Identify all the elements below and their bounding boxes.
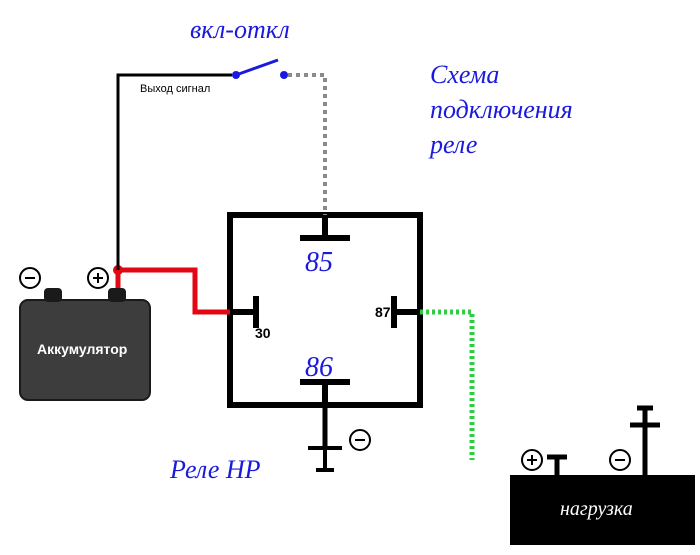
ground-86-icon — [308, 448, 342, 470]
battery-label: Аккумулятор — [37, 341, 127, 357]
pin-86-label: 86 — [305, 352, 333, 384]
wire-green-dashed — [420, 312, 472, 460]
load-plus-icon — [522, 450, 542, 470]
title-line1: Схема — [430, 60, 499, 90]
relay-name-label: Реле HP — [170, 455, 261, 485]
pin-30-terminal — [230, 296, 256, 328]
signal-out-label: Выход сигнал — [140, 83, 210, 95]
load-label: нагрузка — [560, 498, 633, 521]
load-minus-icon — [610, 450, 630, 470]
title-line2: подключения — [430, 95, 573, 125]
minus-86-icon — [350, 430, 370, 450]
pin-30-label: 30 — [255, 325, 271, 341]
switch-icon — [232, 60, 288, 79]
pin-86-terminal — [300, 382, 350, 405]
wire-signal-out — [118, 75, 232, 270]
switch-label: вкл-откл — [190, 15, 290, 45]
battery-minus-icon — [20, 268, 40, 288]
wire-gray-dashed — [288, 75, 325, 215]
load-plus-terminal — [547, 457, 567, 475]
load-minus-ground — [630, 408, 660, 475]
title-line3: реле — [430, 130, 477, 160]
pin-87-terminal — [394, 296, 420, 328]
pin-85-label: 85 — [305, 247, 333, 279]
pin-85-terminal — [300, 215, 350, 238]
pin-87-label: 87 — [375, 304, 391, 320]
battery-plus-icon — [88, 268, 108, 288]
